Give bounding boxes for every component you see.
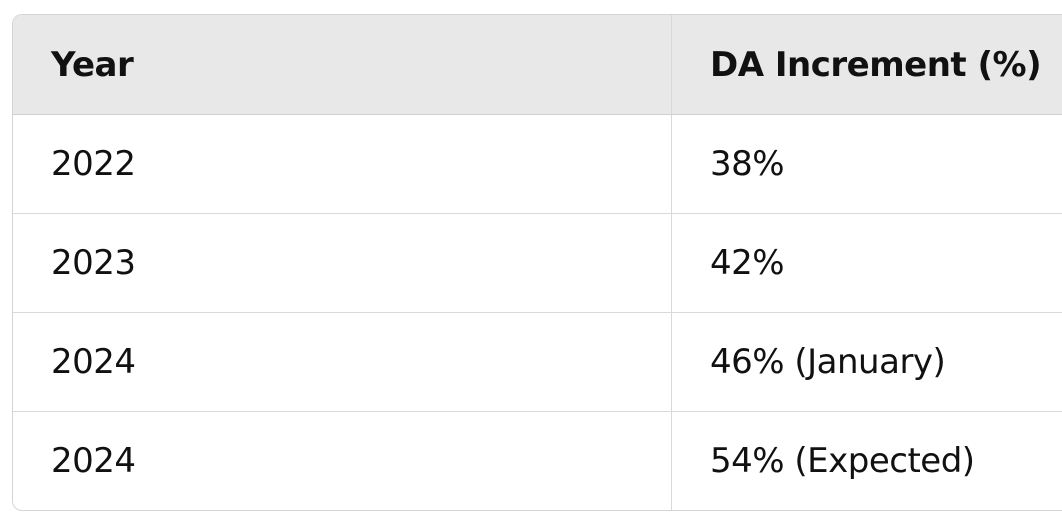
table-cell: 38% — [710, 144, 785, 184]
table-row: 2024 46% (January) — [13, 313, 1062, 412]
header-row: Year DA Increment (%) — [13, 15, 1062, 115]
table-cell: 2023 — [13, 214, 672, 312]
table-cell: 2022 — [13, 115, 672, 213]
table-cell: 54% (Expected) — [710, 441, 975, 481]
header-cell: DA Increment (%) — [710, 44, 1042, 85]
table-row: 2024 54% (Expected) — [13, 412, 1062, 510]
header-cell: Year — [13, 15, 672, 114]
table-cell: 46% (January) — [710, 342, 946, 382]
table-cell: 42% — [710, 243, 785, 283]
table-row: 2022 38% — [13, 115, 1062, 214]
table: Year DA Increment (%) 2022 38% 2023 42% 2024 46… — [12, 14, 1062, 511]
table-cell: 2024 — [13, 412, 672, 510]
table-row: 2023 42% — [13, 214, 1062, 313]
table-cell: 2024 — [13, 313, 672, 411]
